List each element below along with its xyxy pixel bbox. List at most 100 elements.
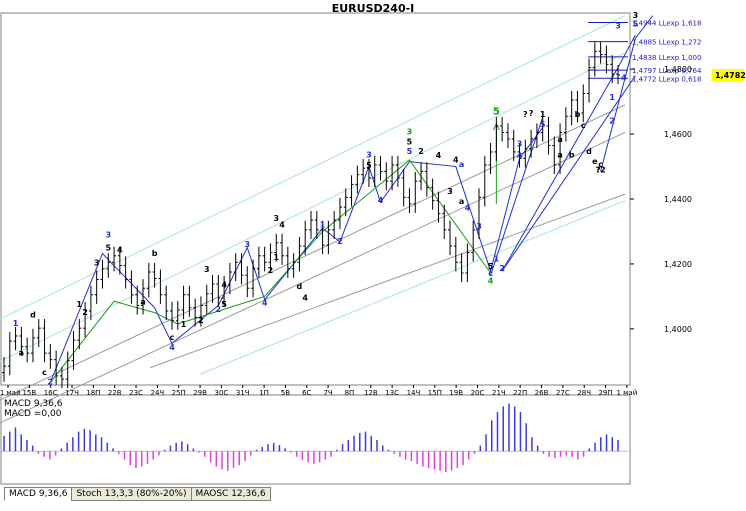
chart-title: EURUSD240-I (331, 2, 415, 15)
wave-label-37: 2 (418, 147, 424, 156)
wave-label-44: 3 (476, 222, 482, 231)
y-tick-label-4: 1,4800 (664, 65, 692, 74)
wave-label-8: 3 (105, 230, 111, 239)
wave-label-23: 2 (268, 266, 274, 275)
tab-stoch[interactable]: Stoch 13,3,3 (80%-20%) (71, 487, 192, 501)
fib-levels: 1,4944 LLexp 1,618 1,4885 LLexp 1,272 1,48… (588, 19, 702, 83)
wave-label-43: 4 (465, 203, 471, 212)
wave-label-4: 2 (48, 378, 54, 387)
wave-label-14: 4 (169, 343, 175, 352)
wave-line-5 (600, 15, 654, 172)
x-tick-label-17: 12В (364, 389, 378, 397)
macd-histogram (2, 403, 628, 473)
wave-label-19: 5 (221, 300, 227, 309)
x-tick-label-23: 21Ч (492, 389, 506, 397)
x-tick-label-26: 27С (556, 389, 570, 397)
wave-label-11: a (140, 297, 145, 306)
x-tick-label-2: 16С (44, 389, 58, 397)
wave-label-1: a (19, 348, 24, 357)
channel-line-4 (199, 200, 626, 375)
wave-label-5: 1 (77, 300, 83, 309)
x-tick-label-29: 1 май (616, 389, 637, 397)
wave-label-58: b (575, 110, 581, 119)
x-tick-label-14: 6С (302, 389, 311, 397)
macd-legend-line-2: MACD =0,00 (4, 409, 62, 419)
fib-label-1: 1,4885 LLexp 1,272 (632, 39, 701, 47)
channel-line-2 (0, 104, 626, 401)
wave-label-66: 3 (615, 22, 621, 31)
x-tick-label-0: 11 май (0, 389, 21, 397)
x-tick-label-1: 15В (22, 389, 36, 397)
fib-label-4: 1,4772 LLexp 0,618 (632, 75, 701, 83)
current-price: 1,4782 (712, 69, 746, 82)
x-tick-label-20: 15П (428, 389, 442, 397)
wave-label-3: c (42, 368, 47, 377)
x-tick-label-28: 29П (598, 389, 612, 397)
tab-macd[interactable]: MACD 9,36,6 (4, 487, 73, 501)
wave-label-2: d (30, 310, 36, 319)
wave-label-29: 1 (320, 221, 326, 230)
wave-label-67: 4 (621, 74, 627, 83)
wave-label-51: 4 (517, 151, 523, 160)
price-candles (2, 42, 620, 389)
wave-label-38: 4 (436, 151, 442, 160)
y-tick-label-3: 1,4600 (664, 130, 692, 139)
wave-label-61: e (592, 157, 598, 166)
fib-label-3: 1,4797 LLexp 0,764 (632, 67, 702, 75)
wave-label-25: 3 (273, 214, 279, 223)
wave-label-53: 1 (540, 110, 546, 119)
y-tick-label-0: 1,4000 (664, 325, 692, 334)
wave-label-57: b (569, 150, 575, 159)
wave-label-question-2: ? (596, 165, 601, 174)
x-tick-label-24: 22П (513, 389, 527, 397)
wave-label-15: 1 (181, 320, 187, 329)
wave-label-21: 3 (244, 240, 250, 249)
x-tick-label-6: 23С (129, 389, 143, 397)
x-tick-label-16: 8П (345, 389, 355, 397)
wave-line-2 (490, 117, 544, 276)
x-tick-label-3: 17Ч (65, 389, 79, 397)
wave-label-question-1: ? (523, 110, 528, 119)
price-axis: 1,4000 1,4200 1,4400 1,4600 1,4800 (630, 65, 692, 334)
wave-label-54: 5 (540, 120, 546, 129)
wave-label-0: 1 (13, 319, 19, 328)
wave-label-34: 3 (407, 128, 413, 137)
wave-label-7: 3 (94, 259, 100, 268)
x-tick-label-19: 14Ч (407, 389, 421, 397)
wave-line-0 (49, 127, 544, 383)
x-tick-label-8: 25П (172, 389, 186, 397)
wave-label-9: 5 (105, 243, 111, 252)
wave-label-10: 4 (117, 246, 123, 255)
x-tick-label-10: 30С (215, 389, 229, 397)
x-tick-label-22: 20С (471, 389, 485, 397)
wave-label-50: 3 (517, 139, 523, 148)
wave-label-49: 2 (499, 264, 505, 273)
wave-label-41: a (459, 160, 464, 169)
wave-label-60: d (586, 147, 592, 156)
main-panel-border (0, 12, 631, 386)
wave-label-33: 4 (378, 196, 384, 205)
wave-label-22: 4 (262, 298, 268, 307)
wave-label-56: a (557, 150, 562, 159)
wave-label-59: c (581, 121, 586, 130)
wave-label-12: b (152, 249, 158, 258)
wave-line-1 (49, 159, 491, 383)
x-tick-label-4: 18П (86, 389, 100, 397)
wave-label-42: a (459, 197, 464, 206)
x-tick-label-12: 1П (259, 389, 269, 397)
channel-line-3 (149, 193, 626, 369)
x-tick-label-27: 28Ч (577, 389, 591, 397)
channel-line-1 (0, 52, 626, 362)
fib-label-0: 1,4944 LLexp 1,618 (632, 19, 701, 27)
wave-label-39: 3 (447, 187, 453, 196)
wave-line-4 (501, 75, 636, 272)
wave-label-36: 5 (407, 147, 413, 156)
wave-label-46: c (488, 269, 493, 278)
x-tick-label-13: 5В (281, 389, 290, 397)
channel-line-5 (0, 132, 626, 424)
tab-maosc[interactable]: MAOSC 12,36,6 (190, 487, 271, 501)
wave-label-17: 3 (204, 265, 210, 274)
